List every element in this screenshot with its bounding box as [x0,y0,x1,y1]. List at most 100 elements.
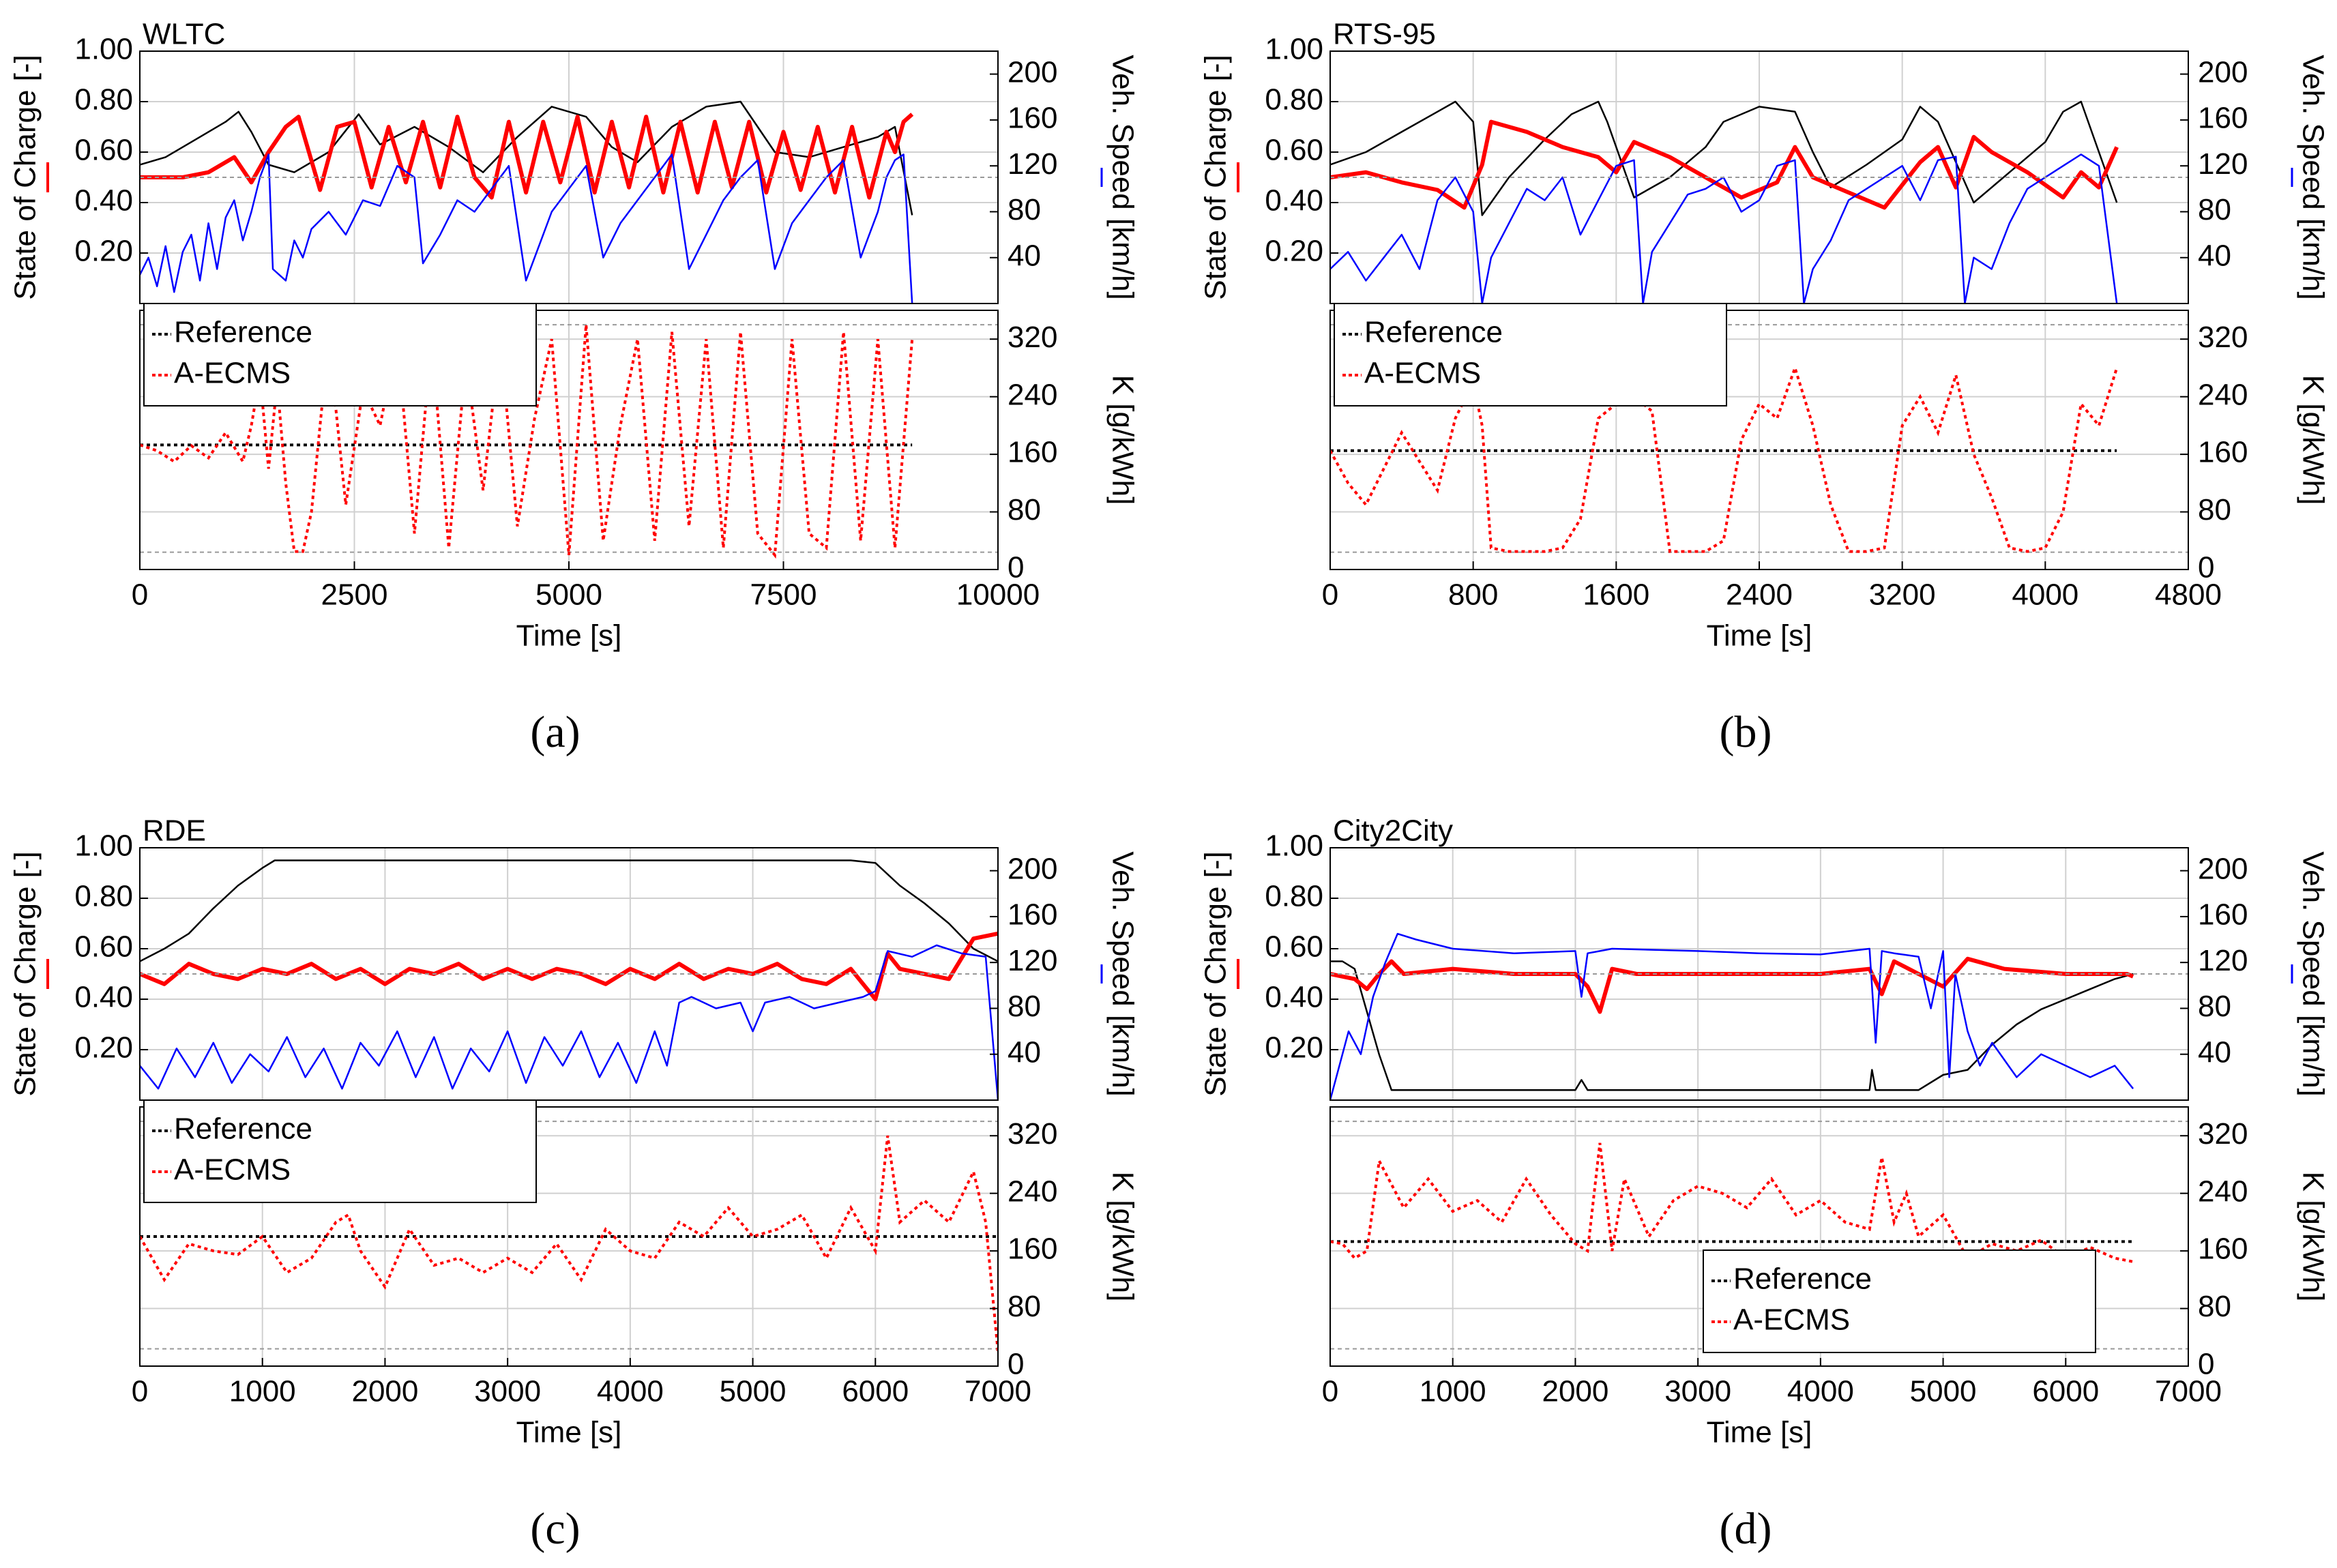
legend-box [143,303,537,406]
panel-rde: 0.20 0.40 0.60 0.80 1.00 40 80 120 160 200 RDE Stat… [9,814,1140,1554]
tick-label-time: 0 [1322,1375,1338,1408]
tick-label-soc: 0.80 [1265,83,1323,117]
tick-label-time: 0 [132,1375,148,1408]
series-soc-reference [140,859,998,962]
ylabel-soc: State of Charge [-] [9,851,42,1097]
ylabel-k: K [g/kWh] [2296,1172,2329,1302]
bottom-series [140,1135,998,1352]
tick-label-time: 2000 [1542,1375,1608,1408]
panel-rts95: 0.20 0.40 0.60 0.80 1.00 40 80 120 160 200 RTS-95 S… [1199,18,2330,758]
tick-label-time: 6000 [842,1375,909,1408]
tick-label-soc: 0.60 [1265,134,1323,167]
legend-label: A-ECMS [174,357,291,390]
bottom-axes-frame [1329,1106,2189,1367]
tick-label-k: 320 [1008,1117,1057,1151]
legend: Reference A-ECMS [1334,303,1727,406]
ylabel-k: K [g/kWh] [1106,375,1139,505]
series-veh-speed [1330,932,2134,1100]
tick-label-k: 80 [2198,1290,2231,1323]
tick-label-speed: 200 [2198,55,2248,89]
tick-label-time: 4000 [1787,1375,1854,1408]
series-soc-a-ecms [1330,119,2119,210]
tick-label-k: 320 [2198,1117,2248,1151]
tick-label-soc: 1.00 [74,829,133,863]
tick-label-k: 160 [2198,1232,2248,1266]
tick-label-time: 7500 [750,578,817,612]
legend: Reference A-ECMS [143,1099,537,1203]
xlabel-time: Time [s] [516,619,622,653]
tick-label-soc: 0.40 [1265,981,1323,1014]
top-axes-frame [139,847,999,1101]
tick-label-speed: 40 [1008,239,1041,272]
tick-label-speed: 160 [2198,102,2248,135]
tick-label-soc: 0.40 [74,184,133,218]
tick-label-k: 240 [1008,378,1057,411]
tick-label-speed: 80 [2198,193,2231,226]
top-series [1330,932,2134,1100]
tick-label-time: 1000 [1420,1375,1486,1408]
panel-caption: (b) [1720,707,1772,757]
tick-label-k: 160 [1008,1232,1057,1266]
xlabel-time: Time [s] [1707,619,1812,653]
tick-label-time: 7000 [965,1375,1031,1408]
top-series [140,859,998,1100]
tick-label-k: 320 [1008,321,1057,354]
tick-label-k: 160 [2198,436,2248,469]
tick-label-k: 240 [2198,1174,2248,1208]
tick-label-speed: 120 [1008,147,1057,181]
tick-label-soc: 0.80 [1265,880,1323,913]
panel-title: City2City [1333,814,1453,848]
legend-box [1334,303,1727,406]
ylabel-k: K [g/kWh] [2296,375,2329,505]
tick-label-soc: 0.40 [1265,184,1323,218]
tick-label-time: 0 [132,578,148,612]
panel-wltc: 0.20 0.40 0.60 0.80 1.00 40 80 120 160 200 WLTC Sta… [9,18,1140,758]
tick-label-speed: 40 [2198,239,2231,272]
tick-label-time: 0 [1322,578,1338,612]
series-soc-a-ecms [1330,956,2134,1014]
legend-box [143,1099,537,1203]
tick-label-speed: 160 [1008,898,1057,932]
legend: Reference A-ECMS [143,303,537,406]
tick-label-soc: 0.20 [1265,1031,1323,1065]
legend-label: Reference [1733,1262,1872,1296]
ylabel-k: K [g/kWh] [1106,1172,1139,1302]
ylabel-soc: State of Charge [-] [1199,55,1233,300]
tick-label-k: 320 [2198,321,2248,354]
tick-label-k: 160 [1008,436,1057,469]
tick-label-soc: 0.60 [74,930,133,964]
legend-label: Reference [174,1112,312,1146]
ylabel-speed: Veh. Speed [km/h] [1106,55,1139,300]
top-axes-frame [1329,50,2189,304]
tick-label-soc: 0.80 [74,880,133,913]
tick-label-soc: 0.80 [74,83,133,117]
top-axes-frame [1329,847,2189,1101]
tick-label-time: 1000 [229,1375,296,1408]
tick-label-speed: 40 [2198,1035,2231,1069]
tick-label-soc: 0.20 [74,235,133,268]
tick-label-time: 2400 [1726,578,1793,612]
tick-label-time: 3200 [1869,578,1936,612]
series-soc-a-ecms [140,113,914,200]
series-soc-a-ecms [140,931,998,1001]
tick-label-speed: 120 [1008,944,1057,977]
tick-label-time: 3000 [474,1375,541,1408]
top-axes-frame [139,50,999,304]
tick-label-speed: 160 [2198,898,2248,932]
tick-label-speed: 80 [1008,193,1041,226]
tick-label-k: 0 [2198,551,2214,585]
tick-label-soc: 0.60 [74,134,133,167]
xlabel-time: Time [s] [1707,1416,1812,1449]
legend: Reference A-ECMS [1702,1249,2096,1353]
xlabel-time: Time [s] [516,1416,622,1449]
series-veh-speed [140,153,913,304]
panel-title: WLTC [143,18,225,51]
tick-label-time: 1600 [1583,578,1649,612]
tick-label-time: 6000 [2032,1375,2099,1408]
bottom-series [1330,1142,2134,1263]
panel-caption: (a) [530,707,580,757]
panel-caption: (d) [1720,1504,1772,1554]
tick-label-soc: 0.20 [74,1031,133,1065]
tick-label-time: 7000 [2155,1375,2222,1408]
tick-label-time: 2000 [351,1375,418,1408]
